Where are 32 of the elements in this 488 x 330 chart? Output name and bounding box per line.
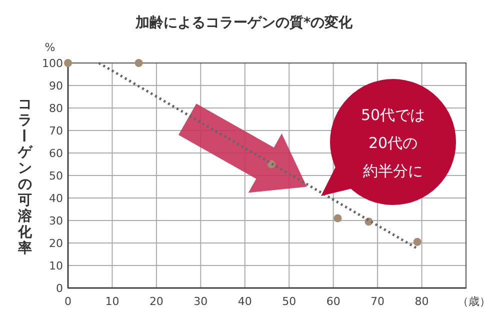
y-tick-label: 10	[49, 260, 63, 272]
chart-title: 加齢によるコラーゲンの質*の変化	[134, 14, 354, 31]
point	[64, 59, 72, 67]
x-axis-title: （歳）	[458, 295, 488, 308]
x-tick-label: 20	[149, 295, 164, 308]
text: コラーゲンの可溶化率	[15, 96, 32, 256]
y-tick-label: 80	[49, 102, 63, 115]
y-tick-label: 50	[49, 170, 63, 182]
point	[134, 59, 143, 67]
y-tick-label: 30	[49, 214, 63, 228]
point	[334, 214, 342, 222]
x-tick-label: 60	[326, 295, 340, 308]
y-tick-label: 70	[49, 124, 63, 138]
text: %	[44, 41, 56, 54]
y-tick-label: 60	[49, 147, 63, 160]
x-tick-label: 10	[105, 295, 120, 308]
y-tick-label: 40	[49, 192, 63, 205]
annotation: 約半分に	[363, 162, 423, 180]
annotation: 20代の	[368, 134, 418, 152]
annotation: 50代では	[360, 106, 426, 124]
x-tick-label: 0	[64, 295, 72, 308]
y-tick-label: 100	[42, 57, 63, 70]
y-tick-label: 90	[49, 80, 63, 92]
callout: 50代では 20代の 約半分に	[321, 79, 456, 205]
x-tick-label: 80	[414, 295, 429, 308]
y-tick-label: 20	[49, 237, 63, 250]
y-tick-label: 0	[56, 282, 63, 295]
x-tick-label: 50	[282, 295, 296, 308]
x-tick-label: 30	[194, 295, 208, 308]
point	[413, 238, 422, 246]
x-tick-label: 40	[238, 295, 252, 308]
x-tick-label: 70	[370, 295, 385, 308]
